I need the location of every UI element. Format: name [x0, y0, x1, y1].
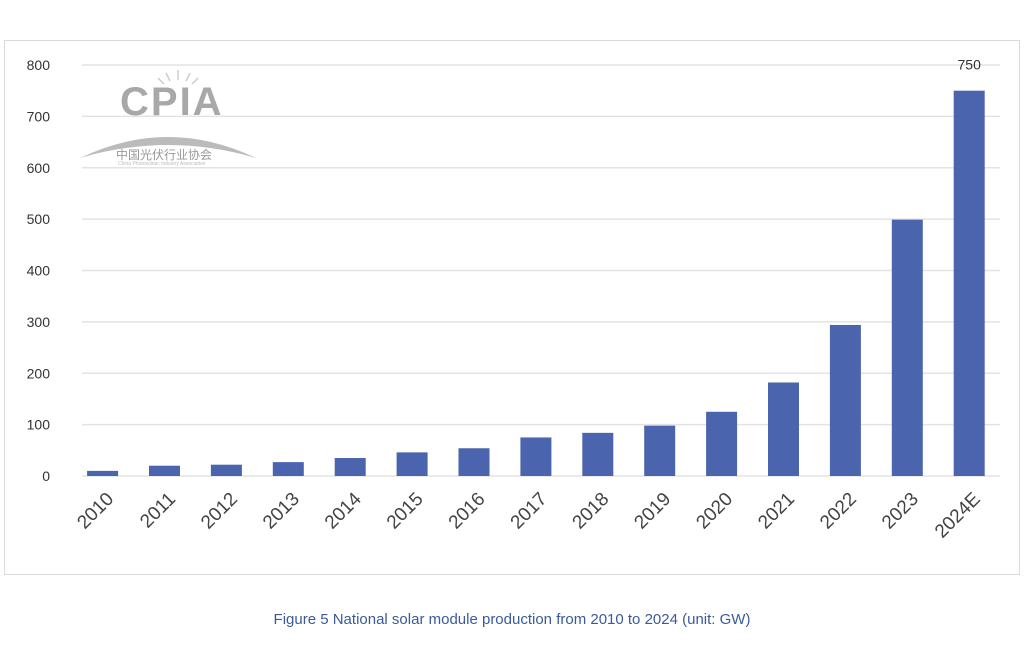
- chart-frame: [4, 40, 1020, 575]
- x-tick-label: 2010: [73, 489, 118, 534]
- y-tick-label: 300: [27, 314, 51, 330]
- x-tick-label: 2017: [507, 489, 552, 534]
- x-tick-label: 2013: [259, 489, 304, 534]
- x-tick-label: 2023: [878, 489, 923, 534]
- bar-chart: 0 100 200 300 400 500 600 700 800 2010 2011 2012 201…: [27, 57, 1000, 543]
- x-tick-label: 2012: [197, 489, 242, 534]
- y-tick-label: 500: [27, 211, 51, 227]
- bar: [829, 324, 861, 476]
- bar: [272, 462, 304, 476]
- y-tick-label: 800: [27, 57, 51, 73]
- figure-caption: Figure 5 National solar module productio…: [273, 611, 751, 628]
- logo-en-text: China Photovoltaic Industry Association: [118, 161, 206, 167]
- data-label: 750: [958, 57, 982, 73]
- x-tick-label: 2015: [383, 489, 428, 534]
- y-tick-label: 100: [27, 417, 51, 433]
- bar: [520, 437, 552, 476]
- bar: [87, 470, 119, 476]
- x-tick-label: 2019: [630, 489, 675, 534]
- bar: [458, 448, 490, 476]
- x-tick-label: 2014: [321, 488, 366, 533]
- x-tick-label: 2016: [445, 489, 490, 534]
- bar: [149, 465, 180, 476]
- y-tick-label: 200: [27, 365, 51, 381]
- y-tick-label: 600: [27, 160, 51, 176]
- bar: [644, 425, 676, 476]
- bar: [706, 411, 738, 476]
- cpia-logo: CPIA 中国光伏行业协会 China Photovoltaic Industr…: [78, 66, 258, 176]
- y-tick-label: 700: [27, 108, 51, 124]
- x-tick-label: 2024E: [931, 489, 985, 543]
- bar: [768, 382, 799, 476]
- x-tick-label: 2011: [136, 489, 180, 533]
- bar: [582, 432, 614, 476]
- x-tick-label: 2020: [692, 489, 737, 534]
- logo-arc-icon: [80, 70, 256, 158]
- bar: [334, 458, 366, 476]
- bar: [891, 219, 923, 477]
- bar: [210, 464, 242, 476]
- x-tick-label: 2018: [569, 489, 614, 534]
- bar: [953, 90, 985, 476]
- logo-text: CPIA: [120, 80, 224, 124]
- y-tick-label: 0: [42, 468, 50, 484]
- x-tick-label: 2021: [754, 489, 799, 534]
- bar: [396, 452, 428, 476]
- logo-cn-text: 中国光伏行业协会: [116, 148, 213, 162]
- y-tick-label: 400: [27, 263, 51, 279]
- x-tick-label: 2022: [816, 489, 861, 534]
